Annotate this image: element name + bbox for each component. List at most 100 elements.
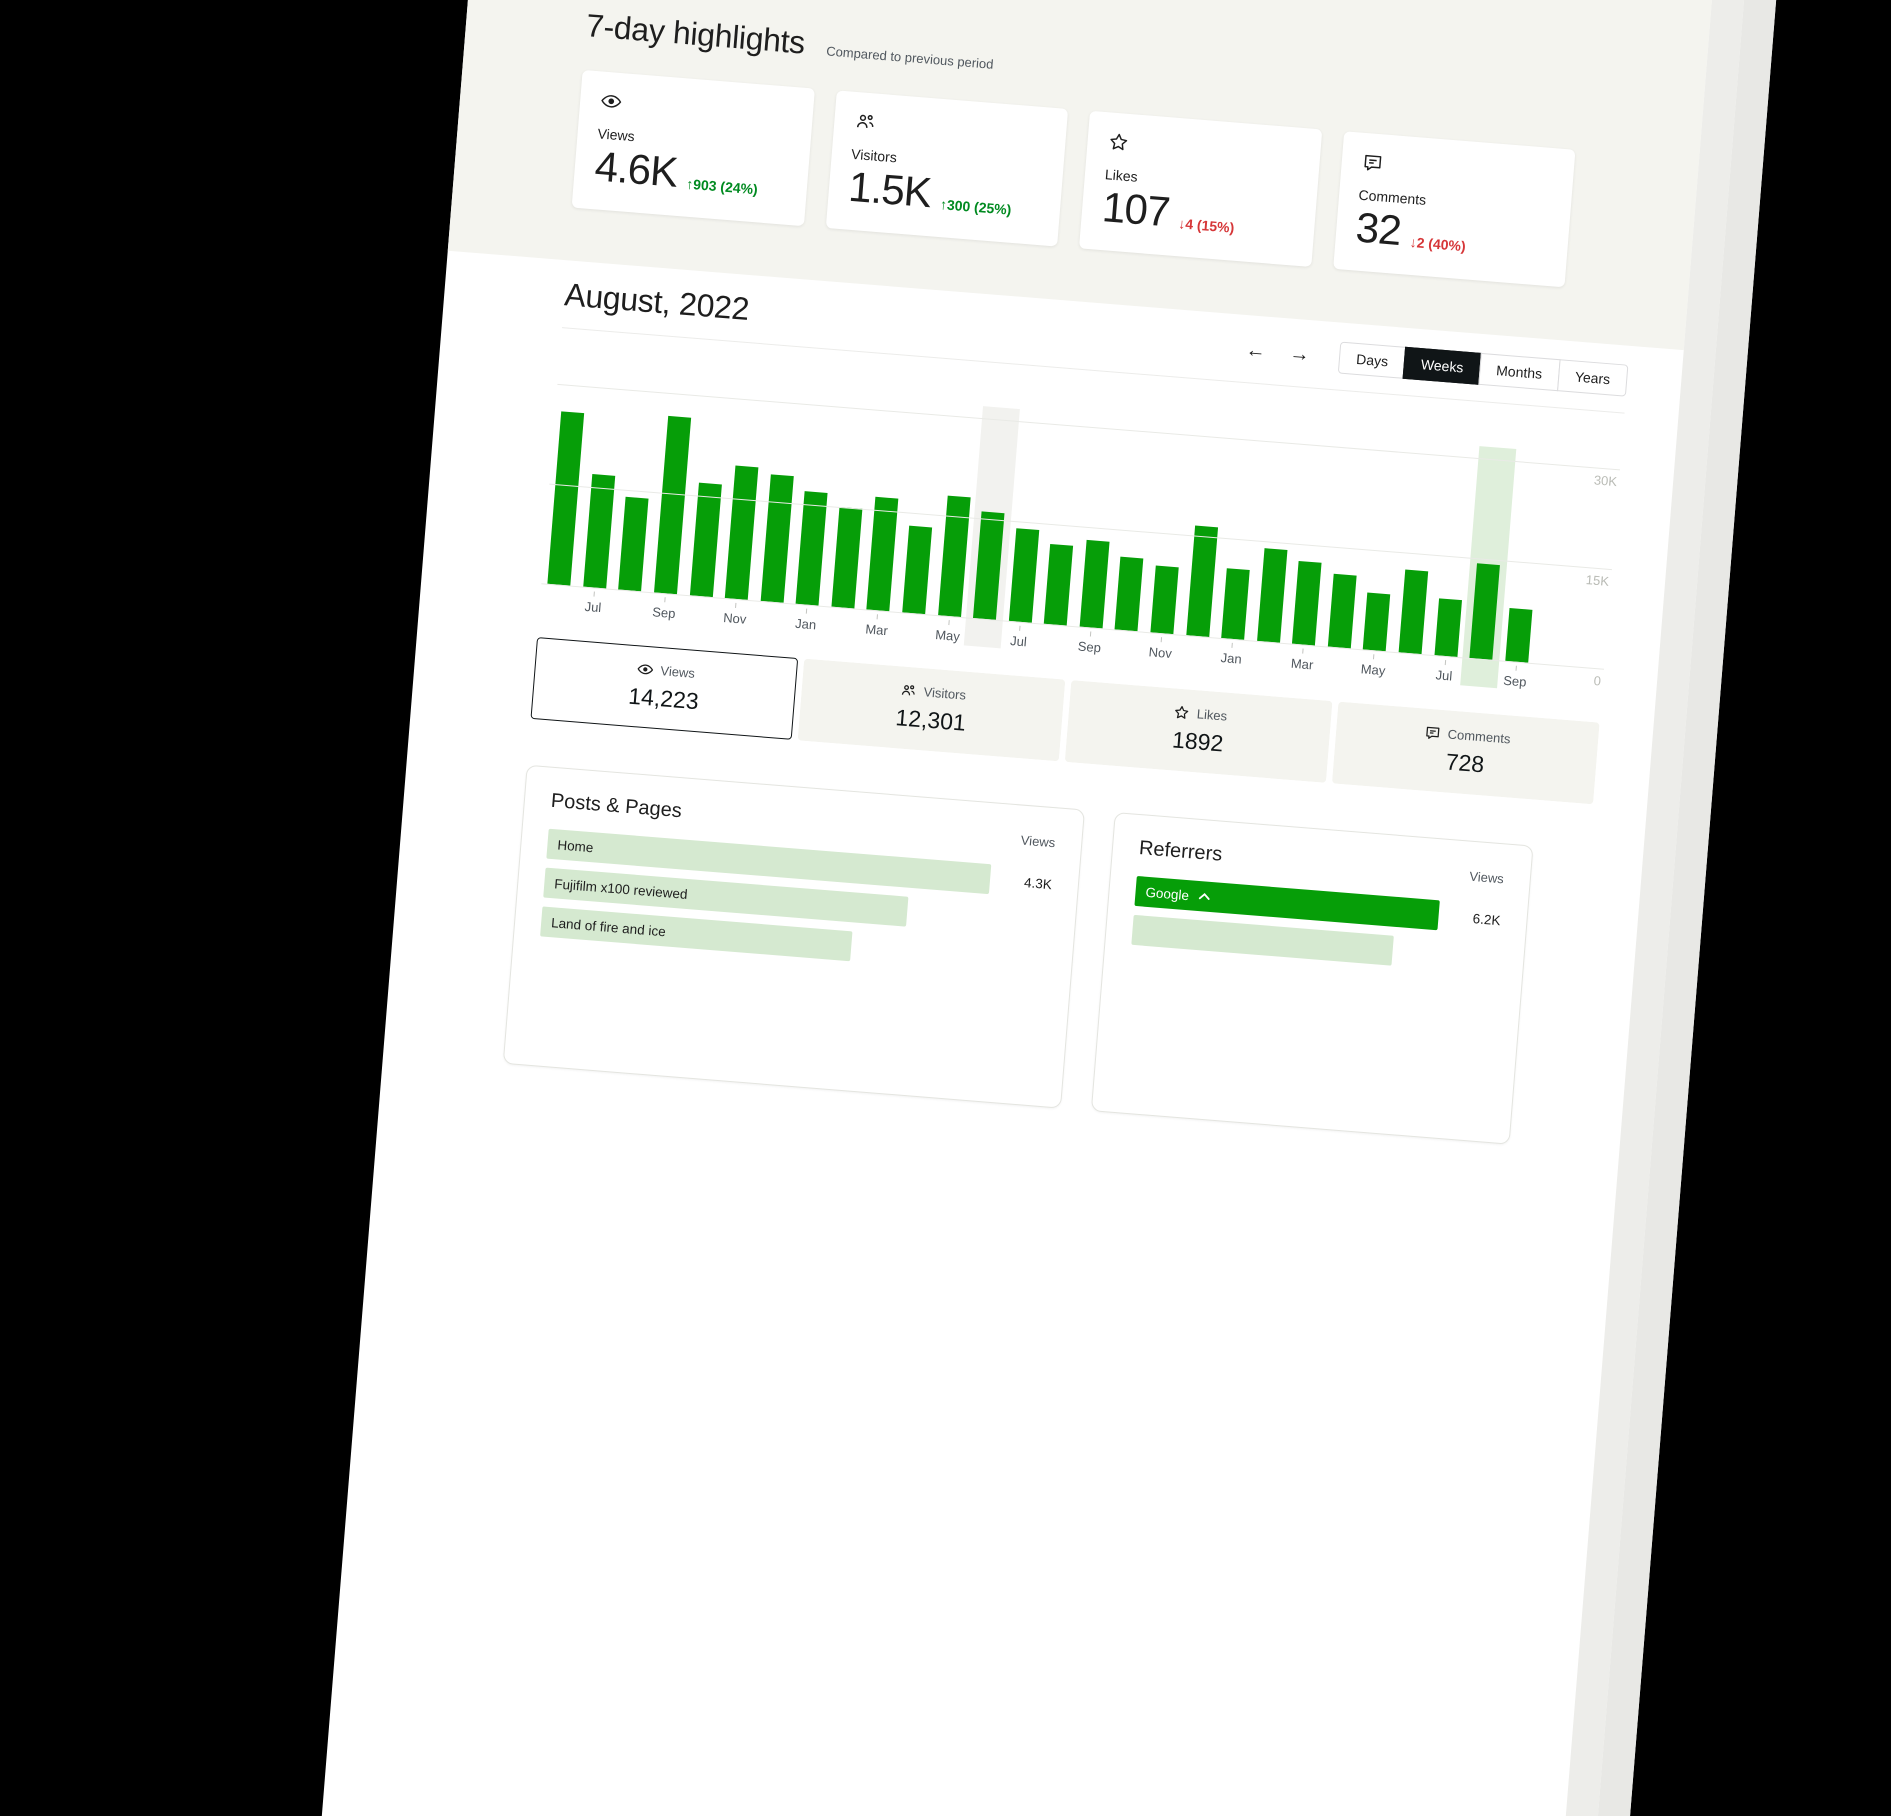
- comments-card[interactable]: Comments 32 ↓2 (40%): [1332, 131, 1576, 288]
- chevron-up-icon[interactable]: [1198, 892, 1211, 901]
- views-column-header: Views: [1468, 868, 1505, 887]
- eye-icon: [599, 89, 793, 126]
- prev-period-button[interactable]: ←: [1241, 336, 1271, 365]
- chart-bar[interactable]: [654, 415, 692, 595]
- row-label: Land of fire and ice: [550, 914, 667, 939]
- summary-tab-likes[interactable]: Likes 1892: [1064, 680, 1333, 783]
- card-delta: ↓4 (15%): [1177, 215, 1235, 236]
- row-views-value: 6.2K: [1472, 910, 1502, 928]
- highlights-section: 7-day highlights Compared to previous pe…: [447, 0, 1717, 351]
- chart-bar[interactable]: [1185, 525, 1218, 637]
- chart-bar[interactable]: [1114, 556, 1144, 632]
- comment-icon: [1423, 724, 1441, 742]
- row-label: Home: [556, 836, 594, 855]
- tab-years[interactable]: Years: [1556, 359, 1629, 397]
- star-icon: [1107, 130, 1301, 167]
- eye-icon: [636, 660, 654, 678]
- card-value: 1.5K: [846, 162, 933, 217]
- chart-bar[interactable]: [1504, 607, 1533, 663]
- posts-pages-title: Posts & Pages: [550, 789, 683, 823]
- card-value: 32: [1354, 203, 1403, 254]
- y-axis-label: 15K: [1585, 572, 1610, 589]
- chart-bar[interactable]: [1363, 592, 1391, 652]
- people-icon: [853, 110, 1047, 147]
- chart-bar[interactable]: [760, 474, 794, 603]
- people-icon: [899, 681, 917, 699]
- chart-bar[interactable]: [937, 495, 971, 618]
- tab-months[interactable]: Months: [1478, 352, 1561, 392]
- x-axis-label: Sep: [645, 596, 683, 622]
- chart-bar[interactable]: [1008, 528, 1039, 623]
- summary-tab-visitors[interactable]: Visitors 12,301: [797, 658, 1066, 762]
- highlights-subtitle: Compared to previous period: [825, 43, 995, 72]
- highlights-title: 7-day highlights: [584, 7, 807, 61]
- chart-bar[interactable]: [547, 411, 585, 586]
- x-axis-label: Jul: [574, 590, 612, 616]
- chart-bar[interactable]: [1044, 543, 1074, 626]
- summary-tab-comments[interactable]: Comments 728: [1331, 701, 1600, 805]
- x-axis-label: Mar: [1284, 647, 1322, 673]
- summary-tab-label: Visitors: [923, 684, 967, 703]
- x-axis-label: Nov: [716, 602, 754, 628]
- x-axis-label: May: [1355, 653, 1393, 679]
- x-axis-label: Jul: [1000, 624, 1038, 650]
- posts-pages-panel: Posts & Pages Views Home 4.3K Fujifilm x10…: [502, 764, 1085, 1109]
- summary-tab-views[interactable]: Views 14,223: [530, 637, 799, 740]
- chart-bar[interactable]: [1221, 568, 1250, 640]
- row-label: Fujifilm x100 reviewed: [553, 875, 689, 902]
- row-value-bar: Google: [1134, 875, 1440, 931]
- row-views-value: [984, 957, 1046, 962]
- chart-bar[interactable]: [583, 474, 616, 589]
- views-card[interactable]: Views 4.6K ↑903 (24%): [571, 69, 815, 227]
- period-title: August, 2022: [563, 276, 751, 327]
- x-axis-label: Jul: [1425, 659, 1463, 685]
- row-label: [1133, 930, 1153, 932]
- card-delta: ↑300 (25%): [939, 196, 1012, 218]
- views-column-header: Views: [1020, 832, 1056, 851]
- row-views-value: [987, 918, 1049, 923]
- chart-bar[interactable]: [618, 496, 649, 592]
- likes-card[interactable]: Likes 107 ↓4 (15%): [1078, 110, 1322, 267]
- next-period-button[interactable]: →: [1284, 340, 1314, 369]
- referrer-row[interactable]: Google 6.2K: [1134, 875, 1502, 935]
- card-value: 107: [1100, 183, 1172, 236]
- chart-bar[interactable]: [866, 496, 899, 612]
- chart-bar[interactable]: [1150, 565, 1179, 635]
- chart-bar[interactable]: [831, 506, 863, 609]
- chart-bar[interactable]: [1079, 539, 1110, 629]
- x-axis-label: Jan: [787, 607, 825, 633]
- dashboard-page: 7-day highlights Compared to previous pe…: [311, 0, 1780, 1816]
- star-icon: [1172, 703, 1190, 721]
- chart-bar[interactable]: [1327, 573, 1357, 649]
- tab-days[interactable]: Days: [1338, 341, 1407, 379]
- referrers-panel: Referrers Views Google 6.2K: [1090, 812, 1534, 1145]
- y-axis-label: 0: [1593, 673, 1602, 689]
- chart-bar[interactable]: [724, 465, 759, 600]
- y-axis-label: 30K: [1593, 472, 1618, 490]
- chart-summary-tabs: Views 14,223 Visitors 12,301 Likes 1892: [530, 637, 1600, 805]
- x-axis-label: Sep: [1496, 664, 1534, 690]
- chart-bar[interactable]: [795, 491, 828, 606]
- x-axis-label: Sep: [1071, 630, 1109, 656]
- summary-tab-label: Views: [659, 663, 696, 681]
- x-axis-label: Nov: [1142, 636, 1180, 662]
- visitors-card[interactable]: Visitors 1.5K ↑300 (25%): [825, 90, 1069, 247]
- summary-tab-label: Comments: [1447, 726, 1512, 747]
- granularity-tabs: Days Weeks Months Years: [1338, 341, 1629, 397]
- chart-bar[interactable]: [1292, 560, 1322, 646]
- summary-tab-label: Likes: [1196, 706, 1228, 724]
- referrers-title: Referrers: [1138, 837, 1224, 866]
- tab-weeks[interactable]: Weeks: [1402, 346, 1482, 385]
- card-delta: ↑903 (24%): [685, 175, 759, 198]
- chart-bar[interactable]: [902, 525, 933, 615]
- row-views-value: [1436, 954, 1498, 959]
- chart-bar[interactable]: [1434, 598, 1462, 657]
- comment-icon: [1360, 151, 1554, 188]
- x-axis-label: Mar: [858, 613, 896, 639]
- chart-bar[interactable]: [1256, 548, 1288, 643]
- chart-bar[interactable]: [1398, 569, 1429, 655]
- chart-bar[interactable]: [689, 482, 722, 598]
- card-value: 4.6K: [593, 142, 680, 196]
- x-axis-label: May: [929, 619, 967, 645]
- row-label: Google: [1135, 883, 1220, 905]
